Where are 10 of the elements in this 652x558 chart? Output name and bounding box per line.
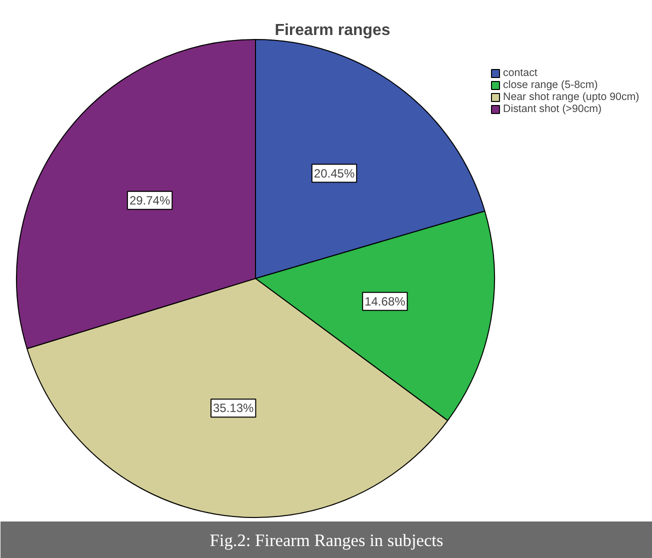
legend-label: Near shot range (upto 90cm) <box>503 91 640 103</box>
legend-label: contact <box>503 67 538 79</box>
data-label: 29.74% <box>129 193 170 208</box>
legend-label: close range (5-8cm) <box>503 79 598 91</box>
data-label: 14.68% <box>364 294 406 308</box>
caption: Fig.2: Firearm Ranges in subjects <box>210 531 444 550</box>
chart-title: Firearm ranges <box>274 22 390 39</box>
data-label: 20.45% <box>314 166 355 180</box>
data-label: 35.13% <box>213 401 254 416</box>
legend-label: Distant shot (>90cm) <box>503 103 602 115</box>
